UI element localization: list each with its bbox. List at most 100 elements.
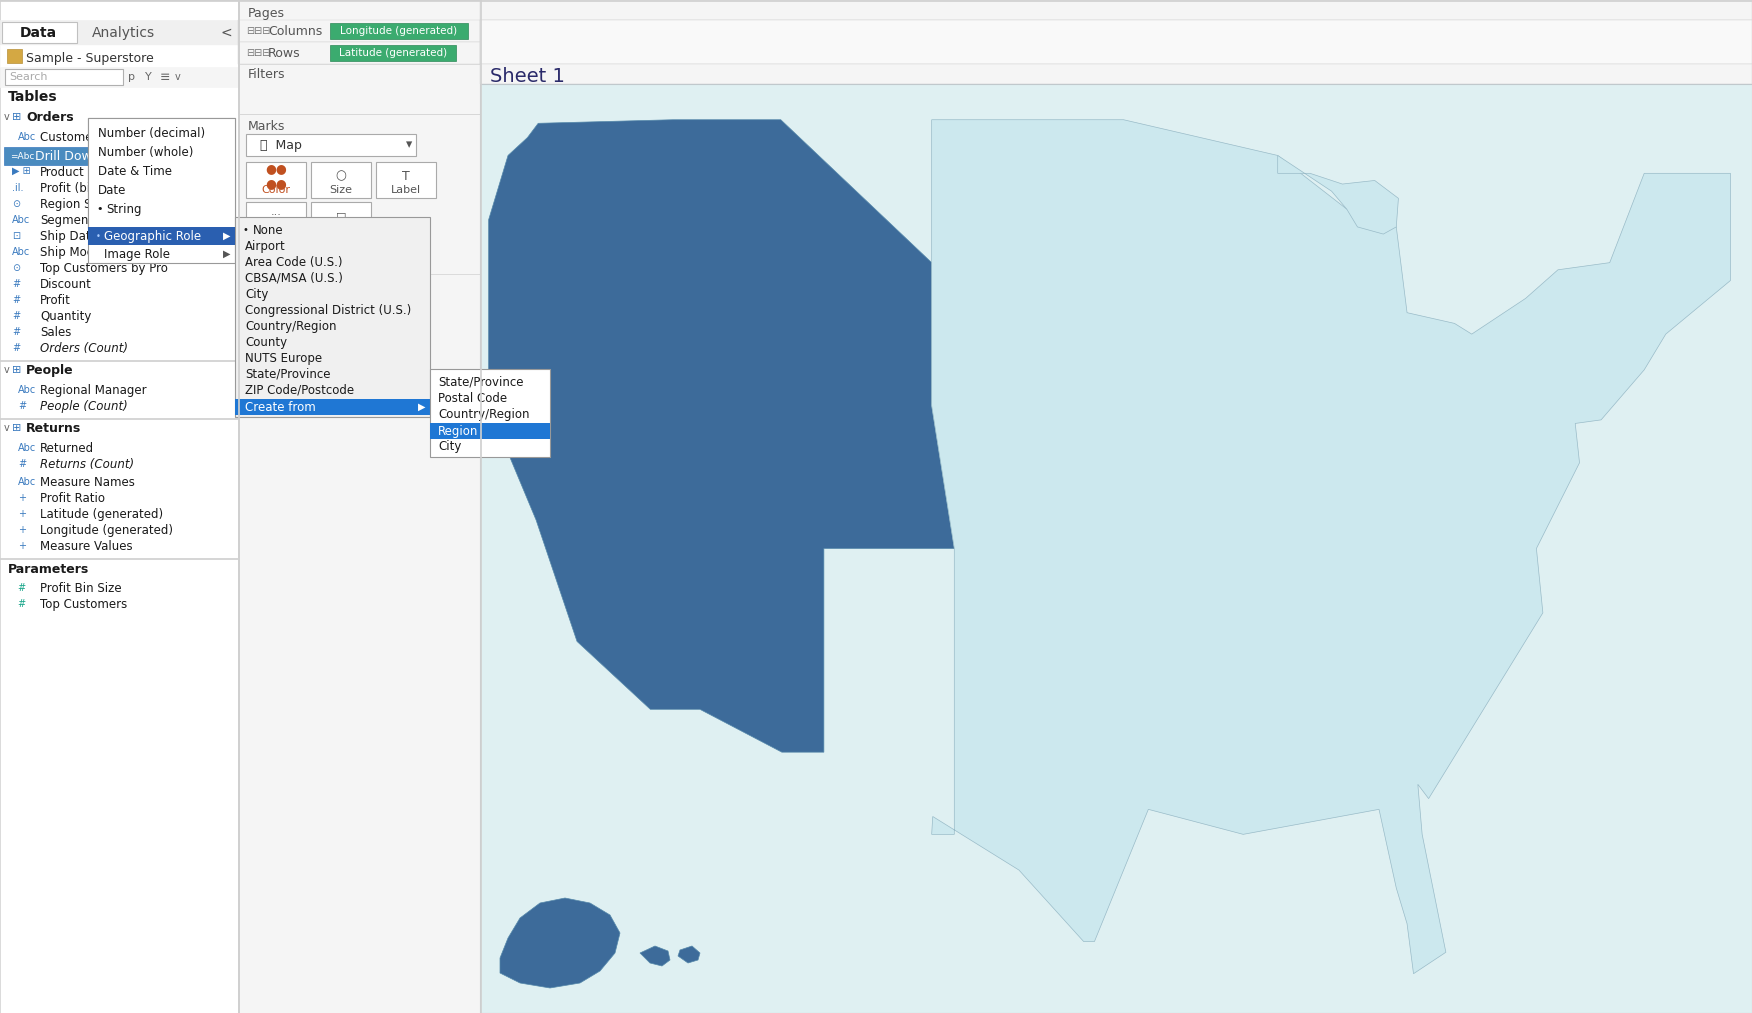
Text: State/Province: State/Province: [438, 376, 524, 389]
Text: +: +: [18, 493, 26, 503]
Text: Size: Size: [329, 185, 352, 194]
Text: 🗺  Map: 🗺 Map: [259, 139, 301, 152]
Text: +: +: [18, 509, 26, 519]
Bar: [238, 20, 480, 42]
Text: ▾: ▾: [406, 139, 412, 152]
Text: Discount: Discount: [40, 278, 91, 291]
Text: +: +: [18, 541, 26, 551]
Bar: [0, 0, 1752, 20]
Text: ≡: ≡: [159, 71, 170, 83]
Bar: [329, 45, 456, 61]
Text: #: #: [18, 459, 26, 469]
Text: Latitude (generated): Latitude (generated): [338, 48, 447, 58]
Text: Search: Search: [9, 72, 47, 82]
Text: •: •: [96, 232, 102, 240]
Text: Detail: Detail: [259, 225, 293, 235]
Text: People: People: [26, 364, 74, 377]
Bar: [245, 162, 307, 198]
Text: +: +: [18, 525, 26, 535]
Text: ⊟⊟⊟: ⊟⊟⊟: [245, 26, 270, 36]
Bar: [377, 162, 436, 198]
Text: v: v: [4, 112, 11, 122]
Text: Marks: Marks: [249, 120, 286, 133]
Text: Orders (Count): Orders (Count): [40, 341, 128, 355]
Text: Returned: Returned: [40, 442, 95, 455]
Polygon shape: [639, 946, 669, 966]
Bar: [5, 69, 123, 85]
Text: City: City: [245, 288, 268, 301]
Text: Abc: Abc: [18, 477, 37, 487]
Bar: [480, 0, 1752, 20]
Text: □: □: [336, 211, 347, 221]
Text: Tables: Tables: [9, 90, 58, 104]
Text: =Abc: =Abc: [11, 152, 35, 160]
Text: Longitude (generated): Longitude (generated): [40, 524, 173, 537]
Text: ⊞: ⊞: [12, 112, 21, 122]
Text: ▶: ▶: [223, 231, 231, 241]
Text: #: #: [12, 327, 19, 337]
Text: Columns: Columns: [268, 24, 322, 37]
Text: Sales: Sales: [40, 325, 72, 338]
Polygon shape: [1277, 155, 1398, 234]
Text: Measure Names: Measure Names: [40, 475, 135, 488]
Bar: [235, 399, 429, 415]
Text: Top Customers by Pro: Top Customers by Pro: [40, 261, 168, 275]
Text: v: v: [4, 365, 11, 375]
Bar: [238, 114, 480, 274]
Bar: [245, 134, 415, 156]
Text: #: #: [12, 311, 19, 321]
Polygon shape: [489, 120, 955, 753]
Bar: [238, 20, 480, 65]
Bar: [429, 423, 550, 439]
Text: City: City: [438, 440, 461, 453]
Text: Abc: Abc: [18, 443, 37, 453]
Text: T: T: [403, 169, 410, 182]
Text: Image Role: Image Role: [103, 247, 170, 260]
Bar: [480, 20, 1752, 64]
Text: Returns: Returns: [26, 421, 81, 435]
Text: NUTS Europe: NUTS Europe: [245, 352, 322, 365]
Text: ○: ○: [336, 169, 347, 182]
Text: :::: :::: [270, 211, 282, 221]
Text: Geographic Role: Geographic Role: [103, 230, 201, 242]
Bar: [238, 0, 480, 1013]
Text: Orders: Orders: [26, 110, 74, 124]
Text: Abc: Abc: [12, 215, 30, 225]
Text: #: #: [18, 583, 30, 593]
Text: Analytics: Analytics: [93, 26, 156, 40]
Polygon shape: [678, 946, 701, 963]
Text: Data: Data: [19, 26, 56, 40]
Text: p: p: [128, 72, 135, 82]
Text: ▶ ⊞: ▶ ⊞: [12, 167, 32, 177]
Text: #: #: [18, 401, 26, 411]
Text: Congressional District (U.S.): Congressional District (U.S.): [245, 304, 412, 316]
Text: •: •: [244, 225, 249, 235]
Text: ●●
●●: ●● ●●: [265, 162, 287, 190]
Text: Profit (bin): Profit (bin): [40, 181, 102, 194]
Text: •: •: [96, 204, 103, 214]
Text: ⊙: ⊙: [12, 199, 19, 209]
Bar: [88, 118, 235, 228]
Text: Label: Label: [391, 185, 420, 194]
Bar: [7, 49, 23, 63]
Bar: [480, 64, 1752, 84]
Text: Profit Bin Size: Profit Bin Size: [40, 581, 121, 595]
Text: Product: Product: [40, 165, 84, 178]
Text: Region: Region: [438, 424, 478, 438]
Bar: [0, 67, 238, 87]
Text: String: String: [107, 203, 142, 216]
Text: #: #: [12, 295, 19, 305]
Text: Country/Region: Country/Region: [245, 319, 336, 332]
Text: Sheet 1: Sheet 1: [491, 67, 564, 85]
Text: Postal Code: Postal Code: [438, 391, 506, 404]
Text: #: #: [12, 279, 19, 289]
Text: Quantity: Quantity: [40, 310, 91, 322]
Text: ZIP Code/Postcode: ZIP Code/Postcode: [245, 384, 354, 396]
Text: Filters: Filters: [249, 68, 286, 80]
Text: Country/Region: Country/Region: [438, 407, 529, 420]
Bar: [2, 22, 77, 43]
Text: Date: Date: [98, 183, 126, 197]
Text: ⊙: ⊙: [12, 263, 19, 272]
Text: #: #: [12, 343, 19, 353]
Text: Ship Mode: Ship Mode: [40, 245, 102, 258]
